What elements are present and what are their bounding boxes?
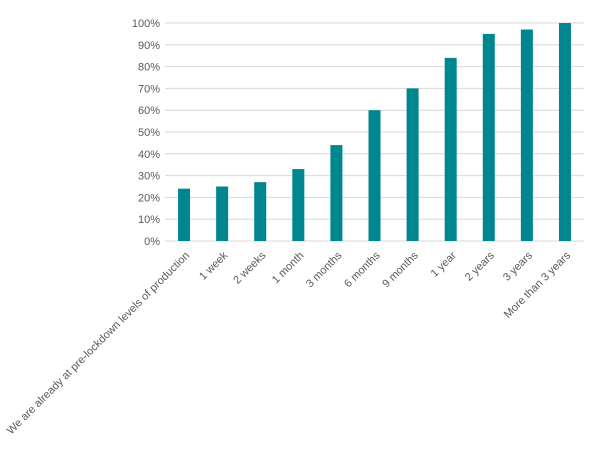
bar: [254, 182, 267, 241]
bar: [520, 29, 533, 242]
x-axis-tick-labels: We are already at pre-lockdown levels of…: [5, 249, 574, 437]
bar: [482, 33, 495, 242]
y-tick-label: 80%: [138, 62, 160, 74]
y-tick-label: 10%: [138, 214, 160, 226]
bar: [330, 145, 343, 241]
x-tick-label: 6 months: [342, 249, 383, 290]
y-axis-tick-labels: 0% 10% 20% 30% 40% 50% 60% 70% 80% 90% 100%: [132, 18, 160, 248]
y-tick-label: 20%: [138, 192, 160, 204]
y-tick-label: 40%: [138, 149, 160, 161]
x-tick-label: 3 years: [501, 249, 535, 283]
x-tick-label: 1 year: [429, 249, 459, 279]
y-tick-label: 30%: [138, 171, 160, 183]
x-tick-label: 9 months: [380, 249, 421, 290]
bar: [216, 186, 229, 241]
y-tick-label: 100%: [132, 18, 160, 30]
x-tick-label: 2 years: [463, 249, 497, 283]
y-tick-label: 60%: [138, 105, 160, 117]
bar: [444, 57, 457, 241]
y-tick-label: 90%: [138, 40, 160, 52]
bar: [406, 88, 419, 242]
bars: [178, 23, 571, 242]
x-tick-label: More than 3 years: [502, 249, 574, 321]
x-tick-label: 2 weeks: [231, 249, 268, 286]
y-tick-label: 70%: [138, 83, 160, 95]
x-tick-label: 1 month: [270, 250, 307, 287]
bar: [368, 110, 381, 241]
bar: [178, 188, 191, 241]
bar: [292, 169, 305, 241]
x-tick-label: 3 months: [304, 249, 345, 290]
x-tick-label: 1 week: [197, 249, 230, 282]
bar: [558, 23, 571, 241]
y-tick-label: 50%: [138, 127, 160, 139]
y-tick-label: 0%: [144, 236, 160, 248]
x-tick-label: We are already at pre-lockdown levels of…: [5, 250, 192, 437]
